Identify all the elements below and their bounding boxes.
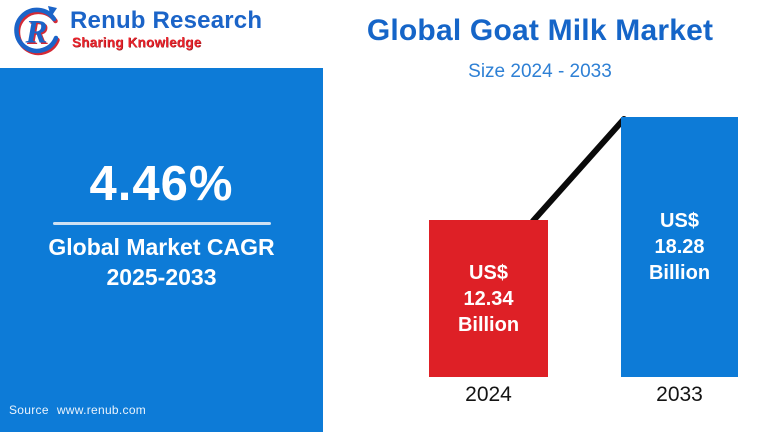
- bar-2033-value-label: US$ 18.28 Billion: [649, 208, 710, 286]
- bar-2033: US$ 18.28 Billion: [621, 117, 738, 377]
- source-label: Source: [9, 403, 49, 417]
- cagr-value: 4.46%: [89, 157, 234, 211]
- bar-2033-currency: US$: [660, 210, 699, 232]
- bar-2024-value-label: US$ 12.34 Billion: [458, 260, 519, 338]
- bar-2033-unit: Billion: [648, 262, 711, 284]
- renub-logo: R R Renub Research Sharing Knowledge: [10, 4, 262, 58]
- svg-text:R: R: [25, 15, 48, 51]
- renub-r-circular-arrow-icon: R R: [14, 6, 60, 56]
- bar-2024-currency: US$: [469, 261, 508, 284]
- cagr-caption-line1: Global Market CAGR: [48, 234, 275, 260]
- x-axis-label-2033: 2033: [656, 383, 703, 406]
- bar-2024-unit: Billion: [457, 313, 520, 336]
- cagr-divider: [52, 222, 271, 225]
- cagr-caption: Global Market CAGR 2025-2033: [0, 233, 323, 293]
- cagr-content: 4.46% Global Market CAGR 2025-2033: [0, 156, 323, 293]
- svg-text:R: R: [26, 16, 49, 52]
- bar-2024: US$ 12.34 Billion: [429, 220, 548, 377]
- chart-title: Global Goat Milk Market: [366, 14, 714, 47]
- x-axis-label-2024: 2024: [465, 383, 512, 406]
- chart-header: Global Goat Milk Market Size 2024 - 2033: [330, 14, 750, 83]
- logo-tagline: Sharing Knowledge: [72, 35, 202, 51]
- bar-2024-amount: 12.34: [463, 287, 514, 310]
- logo-text: Renub Research Sharing Knowledge: [70, 4, 262, 50]
- logo-title: Renub Research: [70, 7, 263, 34]
- source-line: Source www.renub.com: [9, 403, 146, 417]
- cagr-caption-line2: 2025-2033: [106, 263, 217, 290]
- cagr-panel: 4.46% Global Market CAGR 2025-2033 Sourc…: [0, 68, 323, 432]
- bar-2033-amount: 18.28: [654, 236, 705, 258]
- source-url: www.renub.com: [56, 403, 147, 417]
- chart-subtitle: Size 2024 - 2033: [468, 61, 612, 82]
